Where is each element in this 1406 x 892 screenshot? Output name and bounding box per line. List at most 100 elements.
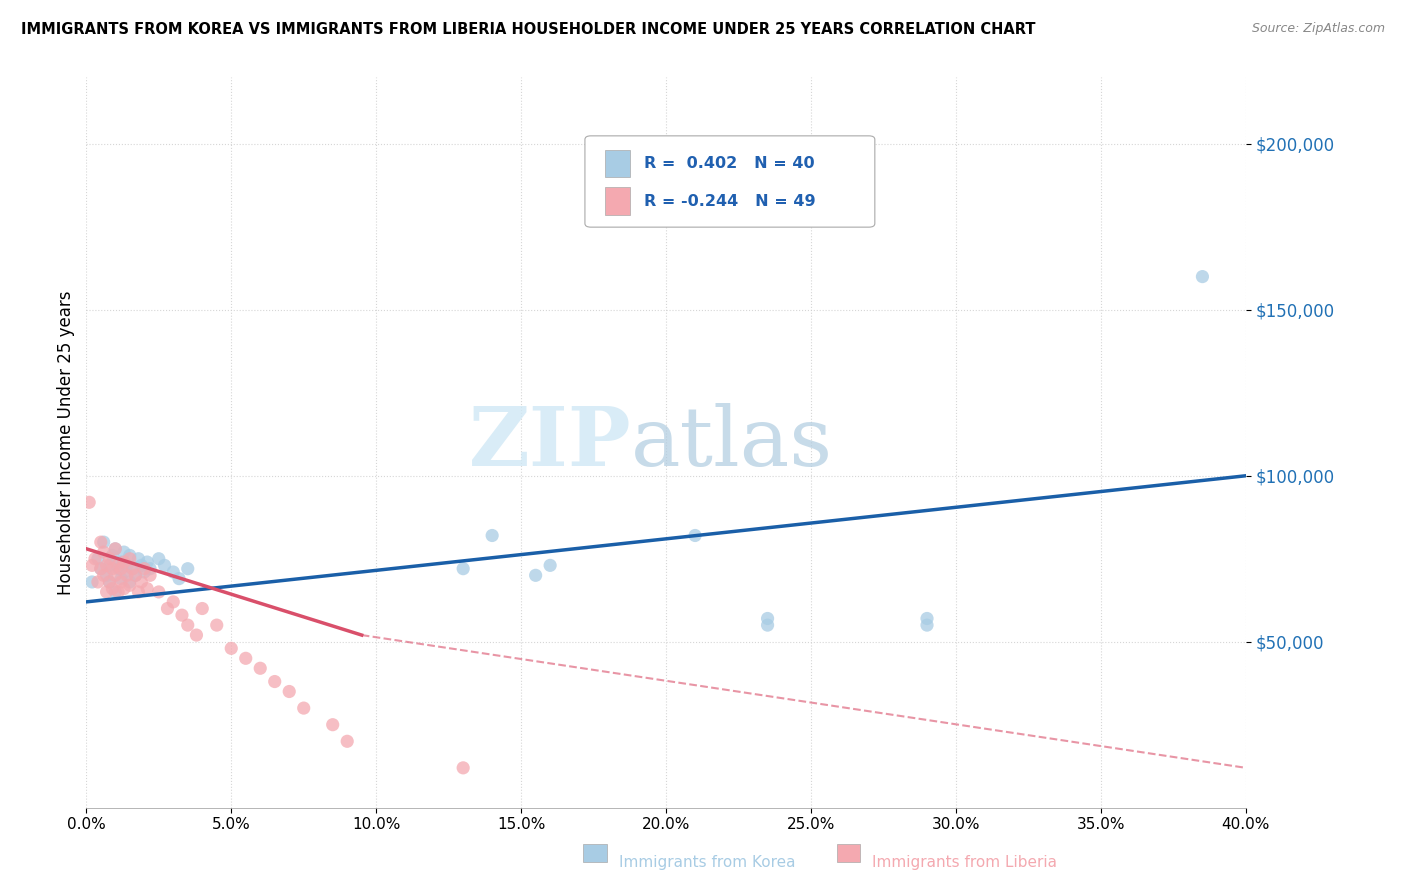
Point — [121, 562, 143, 576]
Point — [451, 562, 474, 576]
Point — [77, 495, 100, 509]
Point — [101, 562, 124, 576]
FancyBboxPatch shape — [605, 150, 630, 178]
Point — [683, 528, 706, 542]
Point — [118, 574, 141, 589]
Point — [80, 558, 103, 573]
Point — [292, 701, 315, 715]
Point — [101, 549, 124, 563]
Point — [249, 661, 271, 675]
Point — [121, 562, 143, 576]
Point — [118, 551, 141, 566]
Point — [84, 551, 107, 566]
FancyBboxPatch shape — [605, 187, 630, 215]
Point — [115, 568, 138, 582]
Point — [205, 618, 228, 632]
Point — [98, 574, 121, 589]
Point — [104, 568, 127, 582]
Point — [263, 674, 285, 689]
Point — [110, 572, 132, 586]
Text: ZIP: ZIP — [468, 402, 631, 483]
Point — [915, 618, 938, 632]
Point — [134, 565, 156, 579]
Text: IMMIGRANTS FROM KOREA VS IMMIGRANTS FROM LIBERIA HOUSEHOLDER INCOME UNDER 25 YEA: IMMIGRANTS FROM KOREA VS IMMIGRANTS FROM… — [21, 22, 1036, 37]
Point — [112, 555, 135, 569]
Point — [134, 562, 156, 576]
Point — [538, 558, 561, 573]
Point — [124, 568, 146, 582]
Point — [96, 568, 118, 582]
Point — [162, 565, 184, 579]
Bar — [837, 844, 860, 862]
Point — [191, 601, 214, 615]
Y-axis label: Householder Income Under 25 years: Householder Income Under 25 years — [58, 290, 75, 595]
Point — [93, 568, 115, 582]
Point — [136, 555, 159, 569]
Point — [235, 651, 257, 665]
Point — [118, 549, 141, 563]
Point — [96, 558, 118, 573]
Point — [90, 535, 112, 549]
Point — [98, 551, 121, 566]
Point — [107, 562, 129, 576]
Point — [131, 558, 153, 573]
Point — [104, 541, 127, 556]
Bar — [583, 844, 607, 862]
Point — [139, 562, 162, 576]
Text: atlas: atlas — [631, 402, 834, 483]
Point — [87, 551, 110, 566]
Point — [80, 574, 103, 589]
Point — [90, 562, 112, 576]
Point — [112, 582, 135, 596]
Point — [148, 551, 170, 566]
Point — [115, 558, 138, 573]
Point — [110, 574, 132, 589]
Point — [177, 618, 200, 632]
Point — [162, 595, 184, 609]
Point — [104, 541, 127, 556]
Point — [451, 761, 474, 775]
Point — [98, 574, 121, 589]
Point — [101, 582, 124, 596]
Point — [481, 528, 503, 542]
Point — [278, 684, 301, 698]
Point — [170, 608, 193, 623]
Point — [186, 628, 208, 642]
Point — [177, 562, 200, 576]
FancyBboxPatch shape — [585, 136, 875, 227]
Point — [124, 568, 146, 582]
Point — [1191, 269, 1213, 284]
Point — [118, 578, 141, 592]
Text: R =  0.402   N = 40: R = 0.402 N = 40 — [644, 156, 814, 171]
Point — [104, 585, 127, 599]
Point — [98, 558, 121, 573]
Point — [87, 574, 110, 589]
Point — [167, 572, 190, 586]
Point — [915, 611, 938, 625]
Point — [90, 562, 112, 576]
Point — [110, 562, 132, 576]
Text: Immigrants from Liberia: Immigrants from Liberia — [872, 855, 1057, 870]
Point — [93, 535, 115, 549]
Point — [756, 618, 779, 632]
Point — [107, 585, 129, 599]
Point — [219, 641, 242, 656]
Point — [112, 565, 135, 579]
Point — [93, 545, 115, 559]
Point — [112, 545, 135, 559]
Point — [336, 734, 359, 748]
Point — [131, 574, 153, 589]
Text: R = -0.244   N = 49: R = -0.244 N = 49 — [644, 194, 815, 209]
Point — [156, 601, 179, 615]
Point — [322, 717, 344, 731]
Point — [756, 611, 779, 625]
Point — [110, 555, 132, 569]
Point — [524, 568, 547, 582]
Point — [153, 558, 176, 573]
Text: Immigrants from Korea: Immigrants from Korea — [619, 855, 796, 870]
Text: Source: ZipAtlas.com: Source: ZipAtlas.com — [1251, 22, 1385, 36]
Point — [127, 585, 149, 599]
Point — [127, 551, 149, 566]
Point — [139, 568, 162, 582]
Point — [107, 558, 129, 573]
